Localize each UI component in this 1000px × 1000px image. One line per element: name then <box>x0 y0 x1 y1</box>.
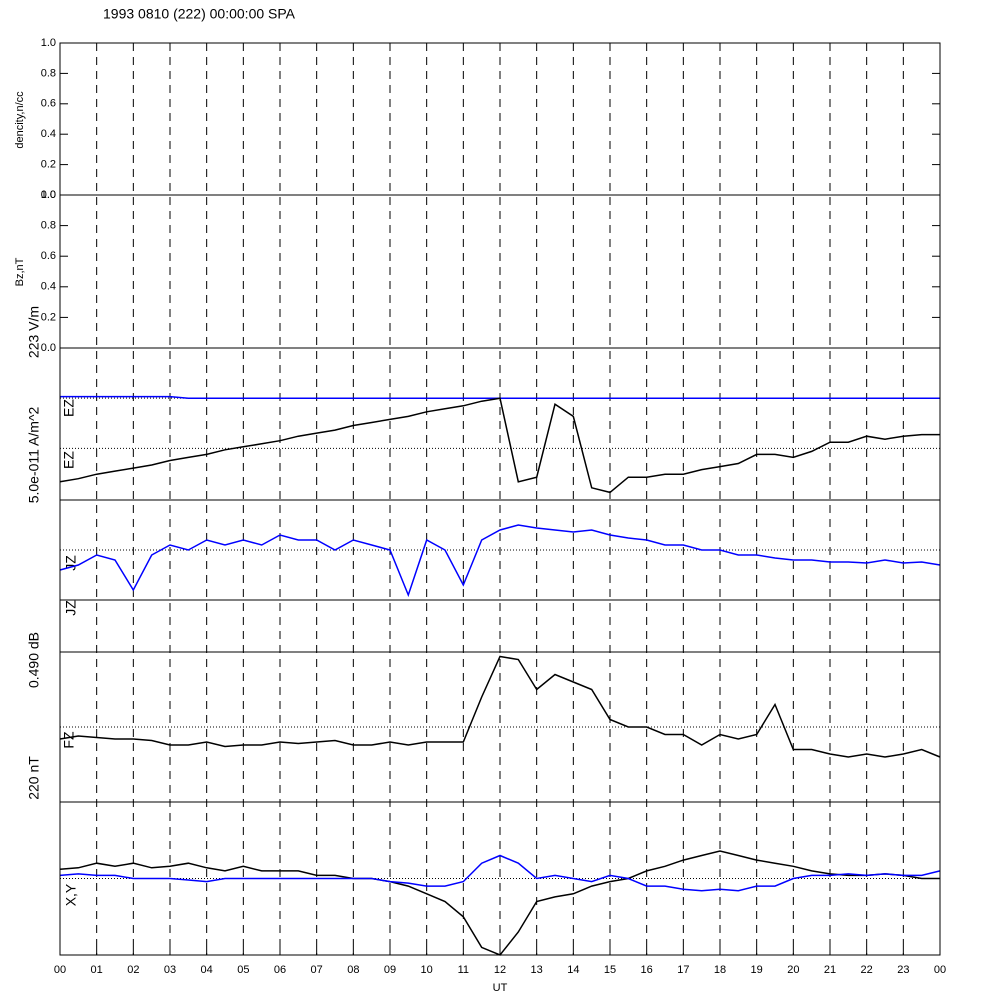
y-tick-label: 0.8 <box>41 67 56 79</box>
y-tick-label: 0.4 <box>41 281 56 293</box>
x-tick-label: 17 <box>677 964 689 976</box>
y-tick-label: 1.0 <box>41 189 56 201</box>
panel-label: EZ <box>61 451 77 469</box>
panel-label: JZ <box>63 555 79 571</box>
y-tick-label: 0.6 <box>41 250 56 262</box>
data-line <box>59 397 940 494</box>
y-axis-label: Bz,nT <box>14 257 26 286</box>
x-tick-label: 23 <box>897 964 909 976</box>
x-tick-label: 07 <box>311 964 323 976</box>
plot-frame <box>59 42 941 956</box>
x-tick-label: 15 <box>604 964 616 976</box>
x-tick-label: 22 <box>861 964 873 976</box>
x-tick-label: 10 <box>421 964 433 976</box>
y-tick-label: 0.8 <box>41 220 56 232</box>
x-tick-label: 03 <box>164 964 176 976</box>
x-tick-label: 08 <box>347 964 359 976</box>
data-line <box>59 655 941 758</box>
x-tick-label: 13 <box>531 964 543 976</box>
x-tick-label: 18 <box>714 964 726 976</box>
x-tick-label: 19 <box>751 964 763 976</box>
chart-title: 1993 0810 (222) 00:00:00 SPA <box>103 6 296 22</box>
panel-label: FZ <box>61 731 77 749</box>
y-tick-label: 0.0 <box>41 189 56 201</box>
panel-label: X,Y <box>63 883 79 906</box>
y-tick-label: 0.2 <box>41 311 56 323</box>
panel-label: EZ <box>61 399 77 417</box>
x-tick-label: 16 <box>641 964 653 976</box>
x-tick-label: 06 <box>274 964 286 976</box>
data-line <box>59 854 941 892</box>
x-tick-label: 09 <box>384 964 396 976</box>
x-tick-label: 12 <box>494 964 506 976</box>
y-tick-label: 0.0 <box>41 342 56 354</box>
data-line <box>59 524 941 598</box>
panel-label: 5.0e-011 A/m^2 <box>26 406 42 503</box>
x-tick-label: 00 <box>934 964 946 976</box>
panel-label: 220 nT <box>26 756 42 800</box>
x-tick-label: 01 <box>91 964 103 976</box>
x-tick-label: 14 <box>567 964 579 976</box>
panel-label: 223 V/m <box>26 306 42 358</box>
y-tick-label: 0.2 <box>41 159 56 171</box>
x-tick-label: 21 <box>824 964 836 976</box>
y-tick-label: 0.6 <box>41 98 56 110</box>
y-axis-label: dencity,n/cc <box>14 91 26 149</box>
x-tick-label: 11 <box>458 964 469 976</box>
panel-label: JZ <box>63 600 79 616</box>
x-tick-label: 04 <box>201 964 213 976</box>
x-axis-label: UT <box>493 982 508 994</box>
x-tick-label: 00 <box>54 964 66 976</box>
panel-label: 0.490 dB <box>26 632 42 688</box>
x-tick-label: 05 <box>237 964 249 976</box>
x-tick-label: 20 <box>787 964 799 976</box>
x-tick-label: 02 <box>127 964 139 976</box>
y-tick-label: 1.0 <box>41 37 56 49</box>
y-tick-label: 0.4 <box>41 128 56 140</box>
